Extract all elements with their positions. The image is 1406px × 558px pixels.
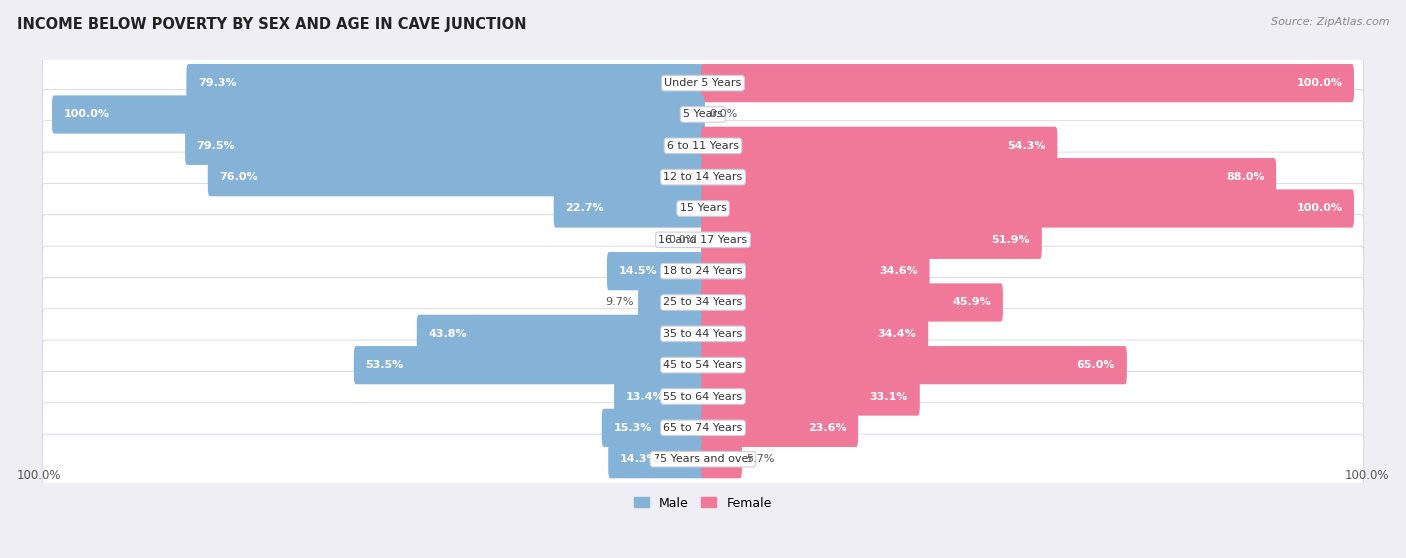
FancyBboxPatch shape (42, 246, 1364, 296)
FancyBboxPatch shape (607, 252, 704, 290)
FancyBboxPatch shape (416, 315, 704, 353)
FancyBboxPatch shape (702, 408, 858, 447)
FancyBboxPatch shape (208, 158, 704, 196)
Text: 100.0%: 100.0% (1296, 78, 1343, 88)
Text: 15.3%: 15.3% (613, 423, 652, 433)
Text: 12 to 14 Years: 12 to 14 Years (664, 172, 742, 182)
Text: 5 Years: 5 Years (683, 109, 723, 119)
Text: 15 Years: 15 Years (679, 204, 727, 214)
Text: 23.6%: 23.6% (808, 423, 846, 433)
Text: 76.0%: 76.0% (219, 172, 259, 182)
FancyBboxPatch shape (702, 377, 920, 416)
FancyBboxPatch shape (187, 64, 704, 102)
FancyBboxPatch shape (638, 283, 704, 321)
FancyBboxPatch shape (42, 372, 1364, 422)
Text: 25 to 34 Years: 25 to 34 Years (664, 297, 742, 307)
FancyBboxPatch shape (52, 95, 704, 133)
FancyBboxPatch shape (42, 309, 1364, 359)
FancyBboxPatch shape (186, 127, 704, 165)
Text: 34.6%: 34.6% (879, 266, 918, 276)
Text: 53.5%: 53.5% (366, 360, 404, 370)
Text: Under 5 Years: Under 5 Years (665, 78, 741, 88)
Text: 65 to 74 Years: 65 to 74 Years (664, 423, 742, 433)
FancyBboxPatch shape (42, 215, 1364, 265)
Text: 18 to 24 Years: 18 to 24 Years (664, 266, 742, 276)
FancyBboxPatch shape (42, 184, 1364, 234)
FancyBboxPatch shape (354, 346, 704, 384)
Text: 51.9%: 51.9% (991, 235, 1031, 245)
FancyBboxPatch shape (702, 189, 1354, 228)
Text: 43.8%: 43.8% (429, 329, 467, 339)
Text: 5.7%: 5.7% (747, 454, 775, 464)
Text: 6 to 11 Years: 6 to 11 Years (666, 141, 740, 151)
Text: 0.0%: 0.0% (710, 109, 738, 119)
FancyBboxPatch shape (702, 221, 1042, 259)
Legend: Male, Female: Male, Female (630, 492, 776, 514)
FancyBboxPatch shape (42, 277, 1364, 328)
FancyBboxPatch shape (702, 252, 929, 290)
FancyBboxPatch shape (42, 340, 1364, 390)
Text: 33.1%: 33.1% (870, 392, 908, 402)
Text: Source: ZipAtlas.com: Source: ZipAtlas.com (1271, 17, 1389, 27)
Text: 14.3%: 14.3% (620, 454, 658, 464)
FancyBboxPatch shape (554, 189, 704, 228)
Text: 34.4%: 34.4% (877, 329, 917, 339)
FancyBboxPatch shape (609, 440, 704, 478)
FancyBboxPatch shape (702, 346, 1126, 384)
Text: 100.0%: 100.0% (63, 109, 110, 119)
Text: 45 to 54 Years: 45 to 54 Years (664, 360, 742, 370)
Text: INCOME BELOW POVERTY BY SEX AND AGE IN CAVE JUNCTION: INCOME BELOW POVERTY BY SEX AND AGE IN C… (17, 17, 526, 32)
Text: 100.0%: 100.0% (17, 469, 62, 482)
Text: 16 and 17 Years: 16 and 17 Years (658, 235, 748, 245)
Text: 35 to 44 Years: 35 to 44 Years (664, 329, 742, 339)
FancyBboxPatch shape (42, 89, 1364, 140)
Text: 13.4%: 13.4% (626, 392, 665, 402)
Text: 14.5%: 14.5% (619, 266, 657, 276)
Text: 88.0%: 88.0% (1226, 172, 1264, 182)
FancyBboxPatch shape (702, 440, 742, 478)
Text: 0.0%: 0.0% (668, 235, 696, 245)
Text: 54.3%: 54.3% (1007, 141, 1046, 151)
FancyBboxPatch shape (602, 408, 704, 447)
FancyBboxPatch shape (702, 283, 1002, 321)
FancyBboxPatch shape (702, 64, 1354, 102)
Text: 100.0%: 100.0% (1344, 469, 1389, 482)
FancyBboxPatch shape (614, 377, 704, 416)
Text: 55 to 64 Years: 55 to 64 Years (664, 392, 742, 402)
FancyBboxPatch shape (42, 152, 1364, 202)
Text: 75 Years and over: 75 Years and over (652, 454, 754, 464)
FancyBboxPatch shape (702, 315, 928, 353)
Text: 79.5%: 79.5% (197, 141, 235, 151)
FancyBboxPatch shape (42, 121, 1364, 171)
Text: 100.0%: 100.0% (1296, 204, 1343, 214)
Text: 65.0%: 65.0% (1077, 360, 1115, 370)
Text: 9.7%: 9.7% (605, 297, 634, 307)
FancyBboxPatch shape (42, 403, 1364, 453)
FancyBboxPatch shape (42, 58, 1364, 108)
FancyBboxPatch shape (702, 127, 1057, 165)
FancyBboxPatch shape (702, 158, 1277, 196)
Text: 22.7%: 22.7% (565, 204, 605, 214)
FancyBboxPatch shape (42, 434, 1364, 484)
Text: 79.3%: 79.3% (198, 78, 236, 88)
Text: 45.9%: 45.9% (952, 297, 991, 307)
